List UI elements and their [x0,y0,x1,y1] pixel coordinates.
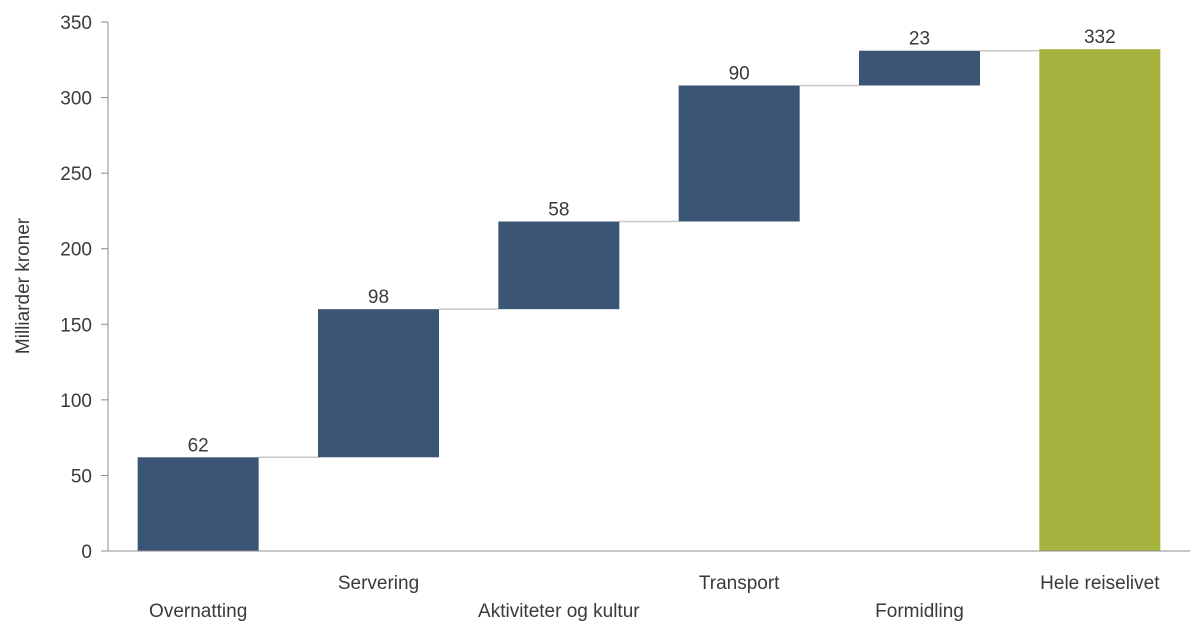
y-tick-label: 350 [60,13,92,34]
data-label: 62 [188,435,209,456]
bar-hele-reiselivet [1039,49,1161,551]
x-category-label: Transport [699,573,780,594]
data-label: 332 [1084,27,1116,48]
y-tick-label: 0 [81,542,92,563]
bar-servering [318,309,439,458]
x-category-label: Formidling [875,601,964,622]
y-tick-label: 150 [60,315,92,336]
data-label: 58 [548,200,569,221]
y-tick-label: 200 [60,240,92,261]
y-axis-ticks: 0 50 100 150 200 250 300 350 [60,13,108,563]
bar-formidling [859,50,980,86]
x-category-label: Hele reiselivet [1040,573,1160,594]
y-tick-label: 100 [60,391,92,412]
data-labels: 62 98 58 90 23 332 [188,27,1116,456]
x-category-label: Servering [338,573,419,594]
bar-overnatting [137,457,259,551]
x-category-label: Overnatting [149,601,247,622]
bar-transport [678,85,800,222]
data-label: 23 [909,29,930,50]
y-tick-label: 300 [60,89,92,110]
data-label: 98 [368,287,389,308]
y-tick-label: 250 [60,164,92,185]
y-axis-title: Milliarder kroner [13,217,34,354]
bars [137,49,1161,551]
bar-aktiviteter-og-kultur [498,221,620,310]
x-category-label: Aktiviteter og kultur [478,601,640,622]
axes [107,22,1190,552]
data-label: 90 [729,63,750,84]
category-labels: Overnatting Servering Aktiviteter og kultu… [149,573,1160,622]
connector-lines [258,49,1040,459]
y-tick-label: 50 [71,466,92,487]
